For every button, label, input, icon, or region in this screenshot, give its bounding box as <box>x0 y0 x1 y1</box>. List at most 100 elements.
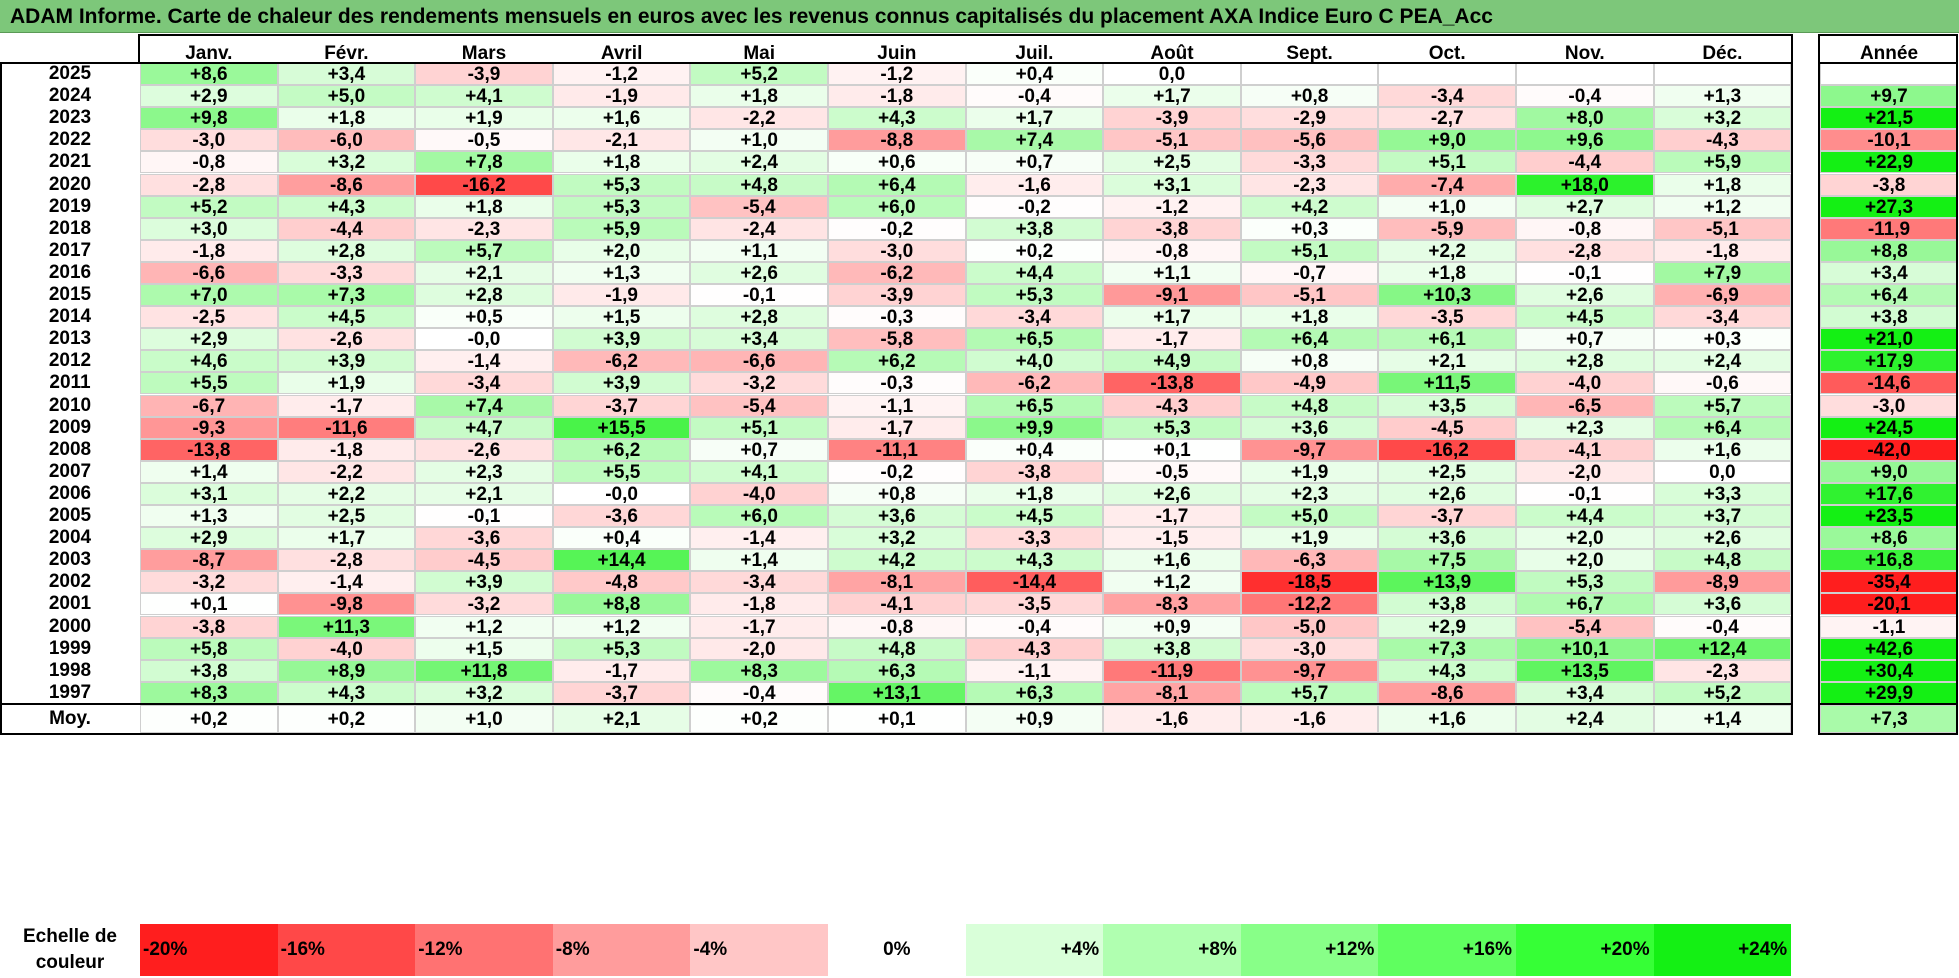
heatmap-cell: -6,2 <box>552 350 691 373</box>
heatmap-cell: +1,3 <box>1653 85 1792 108</box>
heatmap-cell: -2,7 <box>1378 107 1516 130</box>
heatmap-cell: +3,2 <box>1653 107 1792 130</box>
row-label: 2003 <box>48 549 92 571</box>
heatmap-cell: +0,5 <box>415 306 553 329</box>
average-cell: +0,1 <box>828 705 966 733</box>
heatmap-cell: -8,6 <box>1378 681 1516 704</box>
heatmap-cell: -3,0 <box>1240 637 1379 660</box>
heatmap-cell: -2,9 <box>1240 107 1379 130</box>
heatmap-cell: +10,1 <box>1516 637 1654 660</box>
heatmap-cell: -11,6 <box>277 416 416 439</box>
heatmap-cell: +2,9 <box>140 328 278 351</box>
heatmap-cell: +4,7 <box>415 416 553 439</box>
heatmap-cell: +5,2 <box>690 63 828 86</box>
heatmap-cell: +1,6 <box>1103 549 1241 572</box>
heatmap-cell: -5,4 <box>690 195 828 218</box>
heatmap-cell: +4,6 <box>140 350 278 373</box>
heatmap-cell: -1,2 <box>1103 195 1241 218</box>
row-label: 2004 <box>48 527 92 549</box>
color-scale-step: -20% <box>140 924 278 976</box>
year-total-cell: +27,3 <box>1820 195 1958 218</box>
heatmap-cell: -1,1 <box>965 659 1104 682</box>
heatmap-cell: +6,0 <box>828 195 966 218</box>
column-header: Oct. <box>1428 43 1466 64</box>
heatmap-cell: +1,4 <box>140 460 278 483</box>
color-scale-step: +24% <box>1653 924 1792 976</box>
row-label: 2006 <box>48 482 92 504</box>
heatmap-cell: -0,3 <box>828 372 966 395</box>
heatmap-cell: -3,4 <box>415 372 553 395</box>
heatmap-cell: +3,0 <box>140 217 278 240</box>
heatmap-cell: -4,1 <box>1516 438 1654 461</box>
heatmap-cell: +0,6 <box>828 151 966 174</box>
heatmap-cell: +4,2 <box>1240 195 1379 218</box>
heatmap-cell: +4,9 <box>1103 350 1241 373</box>
heatmap-cell: +8,3 <box>140 681 278 704</box>
heatmap-cell: -3,0 <box>828 239 966 262</box>
heatmap-cell: +1,8 <box>552 151 691 174</box>
heatmap-cell: -8,1 <box>828 571 966 594</box>
heatmap-cell: -13,8 <box>140 438 278 461</box>
year-total-cell <box>1820 63 1958 86</box>
heatmap-cell: +0,8 <box>1240 85 1379 108</box>
year-total-cell: -14,6 <box>1820 372 1958 395</box>
year-total-cell: +16,8 <box>1820 549 1958 572</box>
color-scale-step: -12% <box>415 924 553 976</box>
year-total-cell: -42,0 <box>1820 438 1958 461</box>
heatmap-cell: +4,5 <box>1516 306 1654 329</box>
heatmap-cell: +11,3 <box>277 615 416 638</box>
heatmap-cell: -1,6 <box>965 173 1104 196</box>
row-label: 2007 <box>48 460 92 482</box>
average-cell: +1,6 <box>1378 705 1516 733</box>
heatmap-cell: -0,6 <box>1653 372 1792 395</box>
heatmap-cell: +5,3 <box>552 195 691 218</box>
heatmap-cell: -0,0 <box>552 482 691 505</box>
heatmap-cell: +3,1 <box>140 482 278 505</box>
column-header: Juin <box>877 43 917 64</box>
heatmap-cell: -5,4 <box>690 394 828 417</box>
average-cell: +2,1 <box>552 705 691 733</box>
heatmap-cell: -9,1 <box>1103 284 1241 307</box>
row-label: 2009 <box>48 416 92 438</box>
heatmap-cell <box>1516 63 1654 86</box>
heatmap-cell: +5,1 <box>1378 151 1516 174</box>
average-cell: -1,6 <box>1240 705 1379 733</box>
heatmap-cell: +4,8 <box>828 637 966 660</box>
heatmap-cell: -6,2 <box>828 261 966 284</box>
heatmap-cell: +2,0 <box>1516 527 1654 550</box>
row-label: 2018 <box>48 217 92 239</box>
heatmap-cell: +18,0 <box>1516 173 1654 196</box>
heatmap-cell: +4,8 <box>1653 549 1792 572</box>
heatmap-cell: +3,8 <box>965 217 1104 240</box>
heatmap-cell: +1,7 <box>965 107 1104 130</box>
heatmap-cell <box>1653 63 1792 86</box>
year-total-cell: -3,0 <box>1820 394 1958 417</box>
heatmap-cell: -4,3 <box>1653 129 1792 152</box>
heatmap-cell: -4,4 <box>277 217 416 240</box>
heatmap-cell: +2,3 <box>1516 416 1654 439</box>
heatmap-cell: +9,8 <box>140 107 278 130</box>
heatmap-cell: -2,8 <box>1516 239 1654 262</box>
heatmap-cell: +1,5 <box>552 306 691 329</box>
heatmap-cell: +2,0 <box>1516 549 1654 572</box>
year-total-cell: +24,5 <box>1820 416 1958 439</box>
heatmap-cell: +5,1 <box>690 416 828 439</box>
heatmap-cell: +13,9 <box>1378 571 1516 594</box>
heatmap-cell: +7,9 <box>1653 261 1792 284</box>
row-label: 2017 <box>48 239 92 261</box>
heatmap-cell: -1,8 <box>828 85 966 108</box>
heatmap-cell: -8,3 <box>1103 593 1241 616</box>
title-bar: ADAM Informe. Carte de chaleur des rende… <box>0 0 1959 33</box>
heatmap-cell: +1,0 <box>1378 195 1516 218</box>
year-total-cell: +17,9 <box>1820 350 1958 373</box>
heatmap-cell: -4,5 <box>415 549 553 572</box>
heatmap-cell: +4,8 <box>690 173 828 196</box>
heatmap-cell: +2,5 <box>1103 151 1241 174</box>
heatmap-cell: -18,5 <box>1240 571 1379 594</box>
heatmap-cell: +1,9 <box>1240 527 1379 550</box>
heatmap-cell: -0,5 <box>415 129 553 152</box>
column-header: Août <box>1150 43 1194 64</box>
column-header: Déc. <box>1702 43 1743 64</box>
year-total-cell: +42,6 <box>1820 637 1958 660</box>
heatmap-cell: +11,8 <box>415 659 553 682</box>
